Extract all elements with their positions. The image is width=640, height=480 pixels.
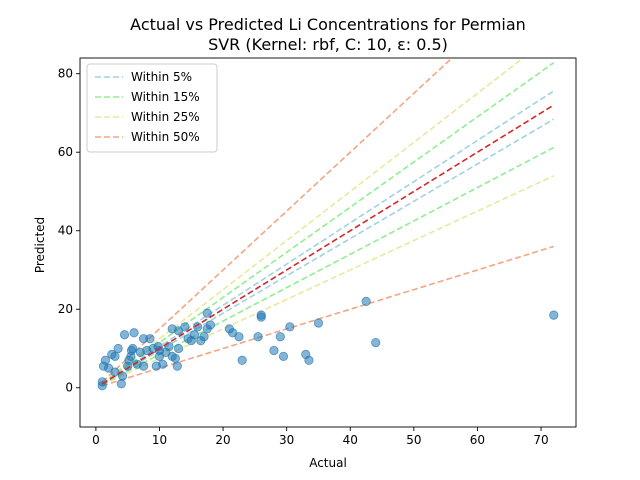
data-point-50: [234, 332, 244, 342]
data-point-52: [253, 332, 263, 342]
chart-title: Actual vs Predicted Li Concentrations fo…: [130, 15, 526, 34]
y-tick-label-60: 60: [58, 145, 73, 159]
x-axis-label: Actual: [309, 456, 347, 470]
identity-line: [101, 104, 555, 385]
legend-label-within-15-: Within 15%: [131, 90, 200, 104]
x-tick-label-20: 20: [215, 433, 230, 447]
chart-subtitle: SVR (Kernel: rbf, C: 10, ε: 0.5): [208, 35, 448, 54]
data-point-21: [138, 361, 149, 371]
x-tick-label-0: 0: [92, 433, 100, 447]
data-point-16: [128, 343, 138, 354]
axes: 0 10 20 30 40 50 60 70 0 20 40 60 80: [58, 57, 577, 447]
data-point-57: [278, 351, 289, 361]
data-point-29: [158, 359, 168, 369]
y-axis-label: Predicted: [33, 217, 47, 273]
data-point-58: [285, 322, 295, 332]
data-point-9: [116, 379, 126, 389]
data-point-42: [193, 322, 203, 332]
data-point-63: [371, 338, 381, 348]
plot-area: [97, 58, 559, 391]
x-tick-label-70: 70: [533, 433, 548, 447]
data-point-6: [110, 367, 120, 377]
data-point-60: [304, 355, 314, 365]
band-line-within-50--upper: [101, 58, 454, 383]
y-tick-label-20: 20: [58, 302, 73, 316]
data-point-35: [172, 361, 182, 371]
x-tick-label-50: 50: [406, 433, 421, 447]
data-point-64: [549, 310, 559, 320]
data-point-51: [237, 355, 247, 365]
legend-label-within-5-: Within 5%: [131, 70, 192, 84]
data-point-54: [256, 312, 266, 322]
y-tick-label-80: 80: [58, 67, 73, 81]
band-line-within-5--lower: [101, 118, 555, 385]
data-point-47: [205, 320, 215, 330]
y-tick-label-40: 40: [58, 224, 73, 238]
data-point-46: [202, 308, 212, 318]
legend-box: [86, 63, 218, 153]
y-tick-label-0: 0: [65, 381, 73, 395]
data-point-41: [189, 330, 200, 340]
legend: Within 5% Within 15% Within 25% Within 50%: [86, 63, 218, 153]
x-tick-label-10: 10: [152, 433, 167, 447]
data-point-17: [129, 328, 139, 338]
data-point-56: [275, 332, 285, 342]
band-line-within-25--upper: [101, 58, 525, 384]
data-point-23: [145, 334, 155, 344]
data-point-11: [119, 330, 130, 340]
data-point-38: [180, 322, 190, 332]
x-tick-label-60: 60: [470, 433, 485, 447]
data-point-62: [361, 296, 371, 306]
data-point-55: [269, 345, 279, 356]
axes-frame: [79, 57, 577, 428]
data-point-44: [199, 332, 209, 342]
data-point-37: [173, 343, 184, 354]
data-point-7: [110, 351, 120, 361]
band-line-within-50--lower: [102, 245, 554, 387]
x-tick-label-40: 40: [343, 433, 358, 447]
data-point-8: [113, 343, 123, 354]
legend-label-within-25-: Within 25%: [131, 110, 200, 124]
data-point-3: [100, 355, 111, 365]
x-tick-label-30: 30: [279, 433, 294, 447]
legend-label-within-50-: Within 50%: [131, 130, 200, 144]
data-point-61: [313, 318, 324, 328]
data-point-34: [170, 353, 180, 363]
